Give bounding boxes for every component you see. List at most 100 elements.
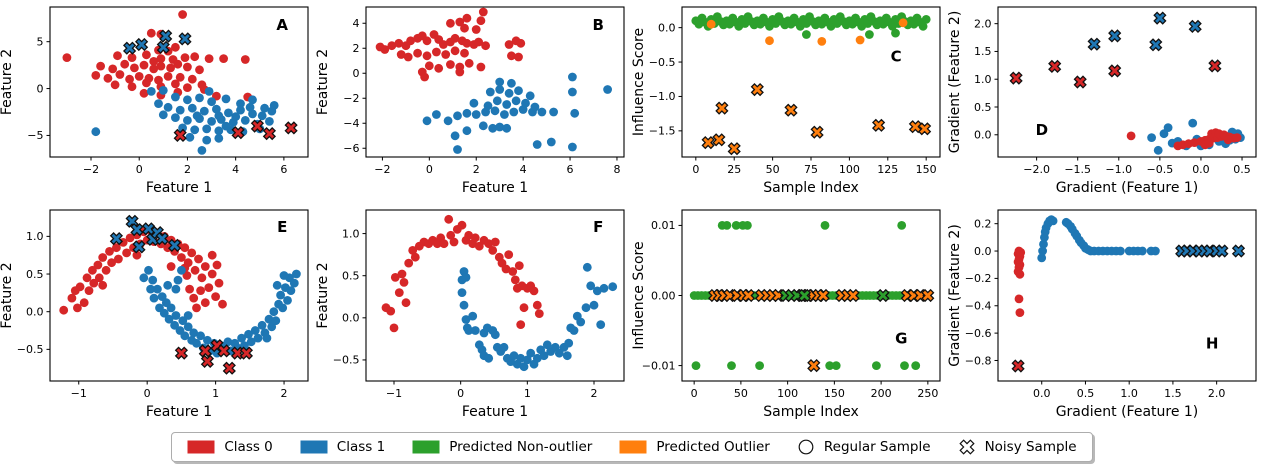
y-tick-label: 0.00 [651,289,676,302]
x-tick-label: 1 [524,387,531,400]
series-class0-regular [1013,246,1026,317]
y-tick-label: 0.0 [342,312,360,325]
series-class1-noisy [109,214,182,254]
y-tick-label: −0.5 [649,56,676,69]
y-tick-label: 0.0 [26,305,44,318]
x-axis-label: Gradient (Feature 1) [1056,404,1199,420]
x-tick-label: 25 [727,163,741,176]
y-tick-label: −0.5 [17,343,44,356]
series-class1-regular [422,72,612,154]
x-tick-label: 4 [232,163,239,176]
x-tick-label: −1 [386,387,402,400]
series-predicted-non-outlier-noisy [779,288,890,303]
class1-swatch-icon [300,440,328,454]
x-tick-label: 125 [877,163,898,176]
x-axis-ticks: −2.0 −1.5 −1.0 −0.5 0.0 0.5 [1023,157,1251,176]
x-tick-label: 8 [613,163,620,176]
x-tick-label: 200 [871,387,892,400]
y-tick-label: 0.0 [974,245,992,258]
x-tick-label: 150 [824,387,845,400]
y-axis-ticks: 0.01 0.00 −0.01 [642,219,682,372]
plot-area [365,6,625,158]
legend-label: Predicted Non-outlier [449,439,593,455]
x-tick-label: −2 [374,163,390,176]
panel-H: 0.0 0.5 1.0 1.5 2.00.20.0−0.2−0.4−0.6−0.8Gra… [947,209,1257,420]
panel-cell-E: −1 0 1 2 −0.5 0.0 0.5 1.0 Feature 1 Feature 2 E [0,203,316,427]
series-predicted-outlier-noisy [701,82,932,156]
x-tick-label: 1.5 [1164,387,1182,400]
noisy-sample-cross-icon [958,439,975,455]
series-class0-noisy [174,338,254,375]
panel-D: −2.0 −1.5 −1.0 −0.5 0.0 0.5 0.0 0.5 1.0 1.5 2.0 Gra… [947,6,1257,196]
panel-cell-D: −2.0 −1.5 −1.0 −0.5 0.0 0.5 0.0 0.5 1.0 1.5 2.0 Gra… [947,0,1264,203]
panel-letter: F [593,218,603,236]
y-axis-ticks: 0.2 0.0 −0.2 −0.4 −0.6 −0.8 [965,217,998,367]
x-tick-label: 2 [591,387,598,400]
x-tick-label: 0.5 [1233,163,1251,176]
x-axis-ticks: 0 50 100 150 200 250 [691,381,938,400]
regular-sample-circle-icon [798,439,814,455]
y-tick-label: 1.0 [26,230,44,243]
y-axis-ticks: −0.5 0.0 0.5 1.0 [333,227,366,367]
y-tick-label: 4 [353,17,360,30]
x-axis-label: Feature 1 [462,404,528,420]
x-tick-label: −2.0 [1023,163,1050,176]
legend: Class 0 Class 1 Predicted Non-outlier Predi… [171,432,1093,462]
legend-label: Regular Sample [823,439,931,455]
y-tick-label: −0.5 [333,354,360,367]
x-tick-label: 75 [804,163,818,176]
series-class1-regular [1037,215,1160,263]
panel-E: −1 0 1 2 −0.5 0.0 0.5 1.0 Feature 1 Feature 2 E [0,209,309,420]
y-tick-label: 2 [353,42,360,55]
y-axis-label: Feature 2 [0,262,15,328]
panel-cell-A: −2 0 2 4 6 −5 0 5 Feature 1 Feature 2 A [0,0,316,203]
x-tick-label: 4 [520,163,527,176]
legend-label: Class 1 [336,439,386,455]
y-tick-label: 5 [37,35,44,48]
series-predicted-outlier-regular [706,18,908,46]
y-tick-label: 0.5 [26,268,44,281]
panel-C: 0 25 50 75 100 125 150 0.0 −0.5 −1.0 −1.5 Sample In… [631,6,941,196]
x-tick-label: 0 [144,387,151,400]
panel-letter: H [1206,334,1219,352]
x-axis-label: Sample Index [763,180,858,196]
x-axis-label: Gradient (Feature 1) [1056,180,1199,196]
x-axis-ticks: 0.0 0.5 1.0 1.5 2.0 [1033,381,1225,400]
x-tick-label: 0.0 [1033,387,1051,400]
x-tick-label: 2 [281,387,288,400]
series-class1-regular [457,262,618,372]
y-tick-label: −0.6 [965,327,992,340]
x-tick-label: 6 [567,163,574,176]
x-tick-label: 0 [692,163,699,176]
y-axis-ticks: 0.0 −0.5 −1.0 −1.5 [649,21,682,138]
x-tick-label: 150 [916,163,937,176]
y-axis-label: Feature 2 [316,262,331,328]
x-axis-ticks: −2 0 2 4 6 8 [374,157,620,176]
panel-B: −2 0 2 4 6 8 −6 −4 −2 0 2 4 Feature 1 Feature 2 B [315,6,625,196]
y-axis-ticks: −5 0 5 [27,35,50,142]
y-tick-label: −6 [343,142,359,155]
y-axis-ticks: −6 −4 −2 0 2 4 [343,17,366,155]
panel-grid: −2 0 2 4 6 −5 0 5 Feature 1 Feature 2 A −2 0 2 4 6 8 −6 −4… [0,0,1264,427]
y-tick-label: 1.5 [974,45,992,58]
y-tick-label: 0.0 [974,129,992,142]
y-axis-label: Influence Score [632,28,647,136]
outlier-swatch-icon [619,440,647,454]
series-class0-regular [381,214,544,333]
y-tick-label: 0 [37,82,44,95]
x-tick-label: −2 [83,163,99,176]
x-tick-label: 100 [777,387,798,400]
y-axis-label: Feature 2 [0,49,15,115]
y-tick-label: −0.2 [965,272,992,285]
y-tick-label: 0.5 [974,101,992,114]
y-tick-label: 0.2 [974,217,992,230]
panel-letter: B [592,16,603,34]
legend-item-class-0: Class 0 [187,439,273,455]
x-tick-label: −1.5 [1064,163,1091,176]
x-tick-label: 0.5 [1077,387,1095,400]
series-class1-noisy [1087,11,1202,52]
panel-A: −2 0 2 4 6 −5 0 5 Feature 1 Feature 2 A [0,6,309,196]
y-tick-label: 1.0 [974,73,992,86]
y-tick-label: −2 [343,92,359,105]
y-tick-label: −0.4 [965,300,992,313]
